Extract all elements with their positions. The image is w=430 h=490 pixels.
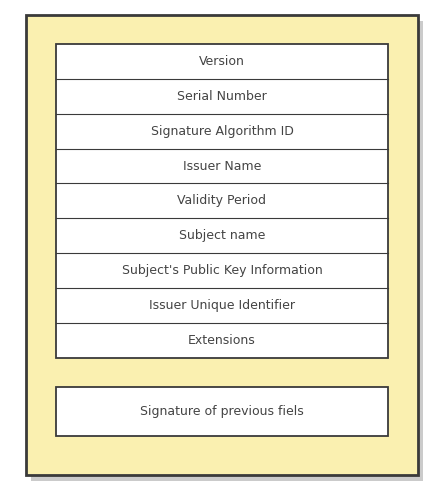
Text: Version: Version — [199, 55, 244, 68]
Text: Validity Period: Validity Period — [177, 195, 266, 207]
Text: Extensions: Extensions — [187, 334, 255, 347]
FancyBboxPatch shape — [31, 21, 422, 481]
FancyBboxPatch shape — [56, 387, 387, 436]
Text: Signature of previous fiels: Signature of previous fiels — [140, 405, 303, 418]
Text: Issuer Name: Issuer Name — [182, 160, 261, 172]
Text: Issuer Unique Identifier: Issuer Unique Identifier — [149, 299, 294, 312]
Text: Signature Algorithm ID: Signature Algorithm ID — [150, 125, 293, 138]
FancyBboxPatch shape — [56, 44, 387, 358]
Text: Subject name: Subject name — [178, 229, 264, 242]
FancyBboxPatch shape — [26, 15, 417, 475]
Text: Subject's Public Key Information: Subject's Public Key Information — [121, 264, 322, 277]
Text: Serial Number: Serial Number — [177, 90, 266, 103]
